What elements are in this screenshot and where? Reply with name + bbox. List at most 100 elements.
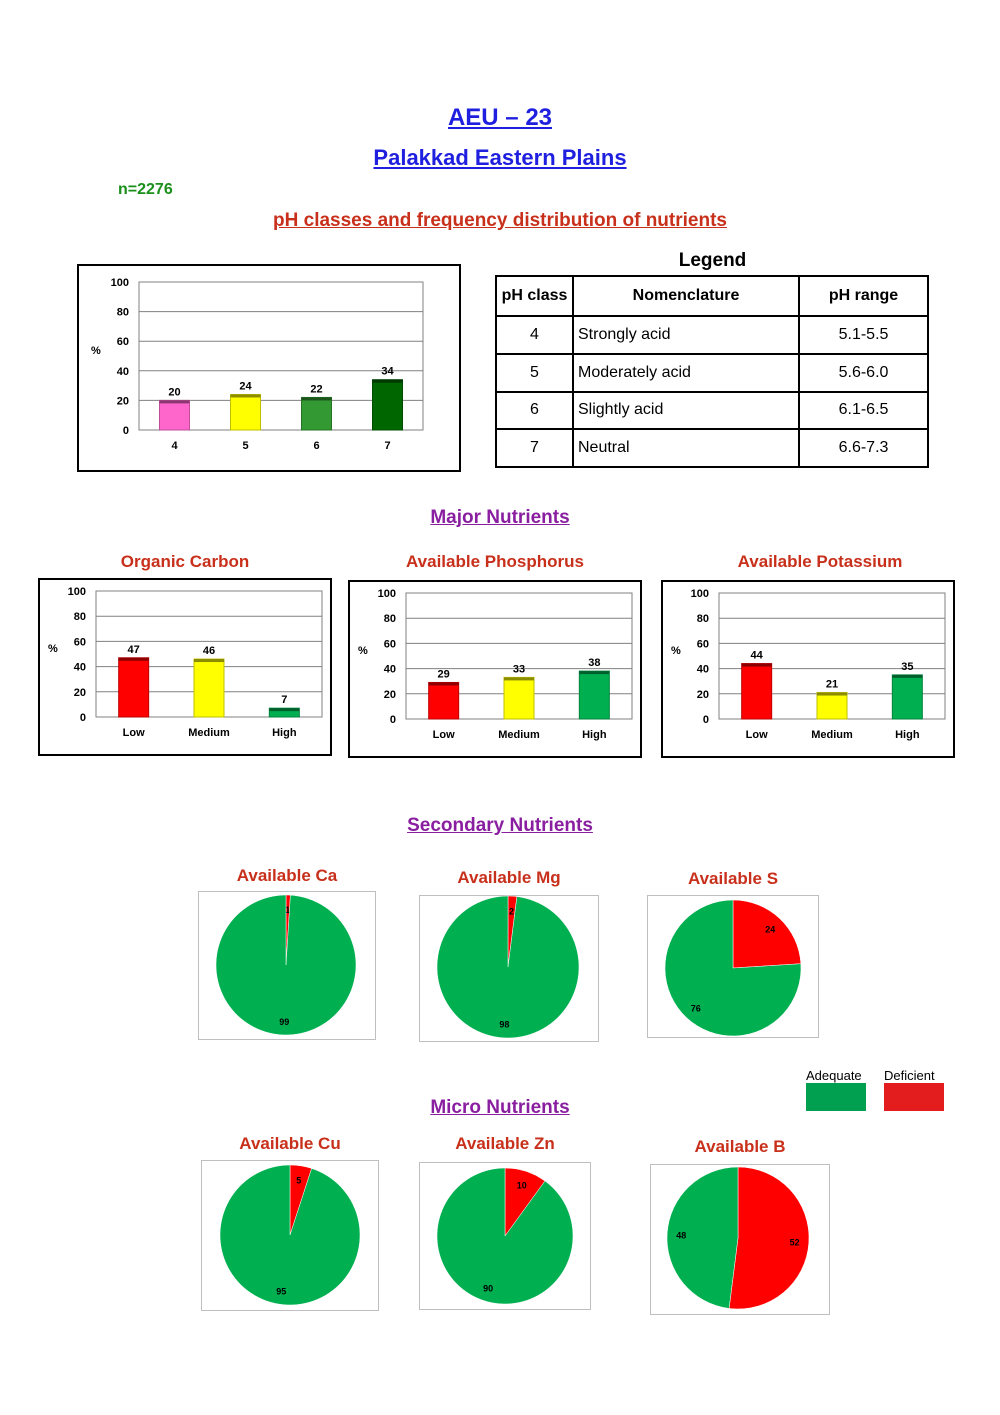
y-tick-label: 80 [697,613,709,625]
ca-pie-chart: 1 99 [198,891,376,1040]
x-tick-label: High [582,729,607,741]
b-pie-chart: 52 48 [650,1164,830,1315]
pie-slice-adequate [436,895,580,1039]
y-tick-label: 100 [691,588,709,600]
zn-pie-chart: 10 90 [419,1162,591,1310]
data-label: 35 [901,661,913,673]
legend-title: Legend [678,250,747,271]
table-row: 5 Moderately acid 5.6-6.0 [495,352,929,393]
adequate-key-swatch [806,1083,866,1111]
deficient-key-swatch [884,1083,944,1111]
micro-nutrients-heading: Micro Nutrients [430,1097,570,1118]
pie-data-label: 99 [279,1017,289,1027]
bar-top [579,671,610,675]
y-tick-label: 80 [74,611,86,623]
pie-data-label: 5 [296,1176,301,1186]
y-tick-label: 40 [697,664,709,676]
data-label: 29 [438,668,450,680]
bar-top [817,692,847,696]
data-label: 46 [203,645,215,657]
x-tick-label: Medium [188,727,230,739]
organic-carbon-title: Organic Carbon [120,552,250,571]
pie-slice-deficient [732,899,802,969]
nomenclature-cell: Strongly acid [572,315,800,355]
data-label: 38 [588,657,600,669]
pie-data-label: 98 [499,1020,509,1030]
organic-carbon-bar-chart: 0 20 40 60 80 100% 47 Low 46 Medium 7 High [38,578,332,756]
data-label: 34 [381,366,394,378]
phosphorus-bar-chart: 0 20 40 60 80 100% 29 Low 33 Medium 38 High [348,580,642,758]
y-axis-label: % [671,645,681,657]
x-tick-label: 6 [313,440,319,452]
ph-range-cell: 6.6-7.3 [798,428,929,468]
y-tick-label: 80 [117,307,129,319]
data-label: 24 [239,380,252,392]
major-nutrients-heading: Major Nutrients [430,507,570,528]
y-axis-label: % [48,643,58,655]
data-label: 7 [281,694,287,706]
s-pie-chart: 24 76 [647,895,819,1038]
data-label: 44 [751,650,764,662]
chart-frame [77,264,461,472]
bar [428,681,460,720]
bar-top [428,682,459,686]
header-nomenclature: Nomenclature [572,275,800,317]
y-tick-label: 20 [117,395,129,407]
table-row: 4 Strongly acid 5.1-5.5 [495,315,929,355]
pie-slice-adequate [219,1164,361,1306]
potassium-title: Available Potassium [737,552,903,571]
table-row: 6 Slightly acid 6.1-6.5 [495,390,929,431]
bar-top [372,379,403,383]
pie-slice-deficient [728,1166,810,1310]
ph-class-cell: 7 [495,428,574,468]
bar-top [269,708,300,712]
pie-data-label: 95 [276,1286,286,1296]
bar [301,396,332,431]
page-title: AEU – 23 [447,104,553,131]
pie-slice-adequate [436,1167,574,1305]
x-tick-label: 7 [384,440,390,452]
pie-slice-adequate [215,894,357,1036]
pie-data-label: 10 [517,1180,527,1190]
pie-data-label: 1 [285,905,290,915]
bar [741,663,773,720]
bar [193,658,225,718]
y-tick-label: 0 [390,714,396,726]
bar-top [159,400,190,404]
y-axis-label: % [91,345,101,357]
y-tick-label: 0 [80,712,86,724]
ph-section-heading: pH classes and frequency distribution of… [273,210,727,231]
bar-top [741,663,772,667]
ph-class-cell: 6 [495,390,574,431]
bar [159,399,190,431]
pie-data-label: 48 [676,1230,686,1240]
y-tick-label: 100 [378,588,396,600]
x-tick-label: 5 [242,440,248,452]
x-tick-label: 4 [171,440,178,452]
x-tick-label: Medium [498,729,540,741]
nomenclature-cell: Neutral [572,428,800,468]
x-tick-label: Low [123,727,145,739]
y-tick-label: 60 [117,336,129,348]
data-label: 22 [310,383,322,395]
y-tick-label: 20 [697,689,709,701]
x-tick-label: Medium [811,729,853,741]
deficient-key-label: Deficient [884,1068,935,1083]
y-tick-label: 60 [74,636,86,648]
y-tick-label: 0 [703,714,709,726]
y-tick-label: 100 [68,586,86,598]
bar [816,692,848,720]
b-title: Available B [694,1137,786,1156]
header-ph-range: pH range [798,275,929,317]
ph-class-cell: 4 [495,315,574,355]
pie-slice-adequate [666,1166,739,1309]
data-label: 20 [168,386,180,398]
nomenclature-cell: Slightly acid [572,390,800,431]
x-tick-label: Low [746,729,768,741]
ph-range-cell: 5.1-5.5 [798,315,929,355]
bar-top [301,397,332,401]
pie-data-label: 52 [790,1238,800,1248]
page-subtitle: Palakkad Eastern Plains [373,145,627,170]
ca-title: Available Ca [236,866,338,885]
y-tick-label: 0 [123,425,129,437]
